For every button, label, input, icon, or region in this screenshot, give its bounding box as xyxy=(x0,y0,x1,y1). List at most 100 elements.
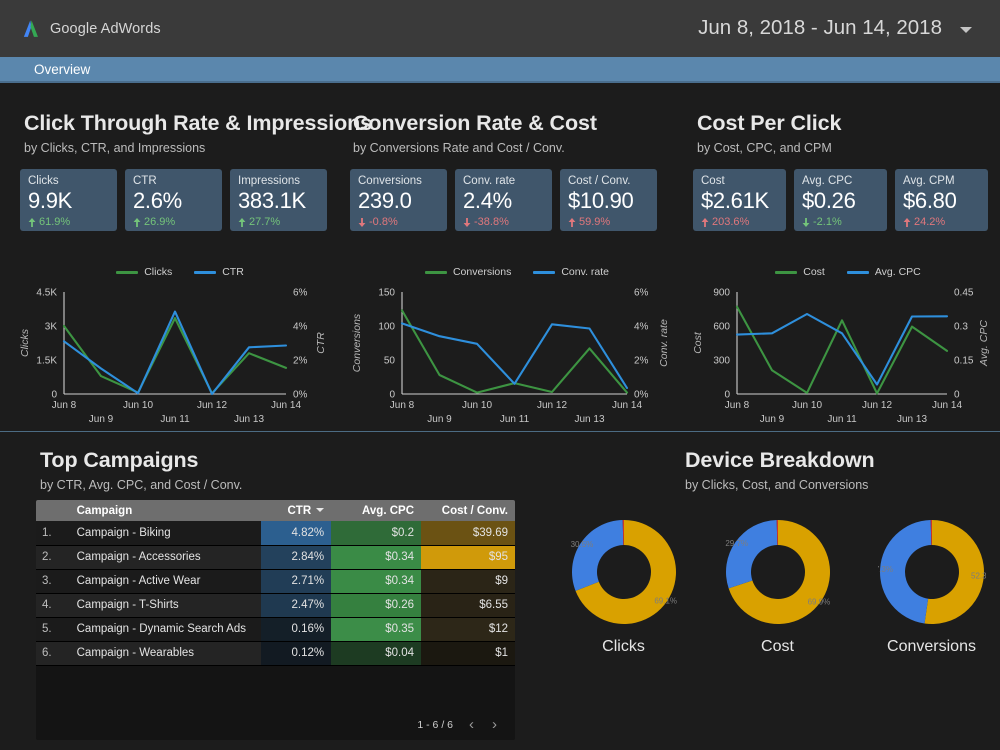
donut-slice-label: 52.3% xyxy=(971,572,986,581)
scorecard-avg-cpm[interactable]: Avg. CPM $6.80 24.2% xyxy=(895,169,988,231)
table-row[interactable]: 2. Campaign - Accessories 2.84% $0.34 $95 xyxy=(36,545,515,570)
cell-ctr: 2.84% xyxy=(260,545,332,570)
scorecard-conv-rate[interactable]: Conv. rate 2.4% -38.8% xyxy=(455,169,552,231)
scorecard-clicks[interactable]: Clicks 9.9K 61.9% xyxy=(20,169,117,231)
svg-text:0.45: 0.45 xyxy=(954,288,974,299)
pagination-range: 1 - 6 / 6 xyxy=(417,718,453,731)
scorecard-delta: 203.6% xyxy=(701,216,786,228)
svg-text:Jun 9: Jun 9 xyxy=(89,414,114,425)
svg-text:3K: 3K xyxy=(45,322,58,333)
donut-svg: 52.3% 47.3% xyxy=(878,520,986,624)
donut-label: Clicks xyxy=(602,638,645,655)
date-range-selector[interactable]: Jun 8, 2018 - Jun 14, 2018 xyxy=(698,16,942,39)
panel-subtitle: by CTR, Avg. CPC, and Cost / Conv. xyxy=(40,478,243,492)
donut-slice-red xyxy=(776,520,778,546)
donut-slice-blue xyxy=(571,520,623,591)
cell-ctr: 2.71% xyxy=(260,569,332,594)
donut-chart-clicks[interactable]: 69.1% 30.5% Clicks xyxy=(570,518,678,656)
svg-text:4%: 4% xyxy=(293,322,308,333)
cell-cost-conv: $12 xyxy=(421,617,515,642)
donut-chart-cost[interactable]: 69.9% 29.7% Cost xyxy=(724,518,832,656)
table-row[interactable]: 6. Campaign - Wearables 0.12% $0.04 $1 xyxy=(36,641,515,666)
legend-label: CTR xyxy=(222,266,244,278)
scorecard-value: $2.61K xyxy=(701,188,769,213)
sort-desc-icon[interactable] xyxy=(316,507,325,512)
svg-text:0%: 0% xyxy=(293,390,308,401)
arrow-down-icon xyxy=(358,217,366,227)
scorecard-impressions[interactable]: Impressions 383.1K 27.7% xyxy=(230,169,327,231)
arrow-up-icon xyxy=(238,217,246,227)
table-row[interactable]: 5. Campaign - Dynamic Search Ads 0.16% $0.3… xyxy=(36,617,515,642)
donut-chart-group: 69.1% 30.5% Clicks 69.9% 29.7% Cost 52.3% 47.3%… xyxy=(555,518,1000,656)
legend-item-conversions[interactable]: Conversions xyxy=(424,266,511,278)
scorecard-cost[interactable]: Cost $2.61K 203.6% xyxy=(693,169,786,231)
scorecard-label: Conversions xyxy=(358,175,422,187)
line-chart-svg: 0 300 600 900 Cost 0 0.15 0.3 0.45 Avg. CPC Jun 8 J… xyxy=(692,288,990,426)
panel-title: Conversion Rate & Cost xyxy=(353,111,597,135)
scorecard-ctr[interactable]: CTR 2.6% 26.9% xyxy=(125,169,222,231)
svg-text:Cost: Cost xyxy=(692,331,704,354)
svg-text:2%: 2% xyxy=(634,356,649,367)
cell-cost-conv: $6.55 xyxy=(421,593,515,618)
scorecard-delta: -38.8% xyxy=(463,216,552,228)
svg-text:Jun 10: Jun 10 xyxy=(792,400,822,411)
scorecard-delta-value: 26.9% xyxy=(144,216,176,228)
arrow-up-icon xyxy=(568,217,576,227)
scorecard-delta: 61.9% xyxy=(28,216,117,228)
cell-campaign: Campaign - T-Shirts xyxy=(66,593,261,618)
donut-slice-gold xyxy=(924,520,984,624)
svg-text:100: 100 xyxy=(378,322,395,333)
legend-item-ctr[interactable]: CTR xyxy=(194,266,244,278)
line-chart-svg: 0 1.5K 3K 4.5K Clicks 0% 2% 4% 6% CTR Jun 8 Jun 9 Ju… xyxy=(19,288,327,426)
scorecard-cost-per-conv[interactable]: Cost / Conv. $10.90 59.9% xyxy=(560,169,657,231)
table-row[interactable]: 1. Campaign - Biking 4.82% $0.2 $39.69 xyxy=(36,521,515,546)
legend-swatch xyxy=(116,270,139,274)
svg-text:0.15: 0.15 xyxy=(954,356,974,367)
chevron-right-icon[interactable]: › xyxy=(492,716,497,733)
column-header-cost-conv[interactable]: Cost / Conv. xyxy=(421,500,515,521)
brand-name: Google AdWords xyxy=(50,20,161,37)
column-header-campaign[interactable]: Campaign xyxy=(66,500,261,521)
section-divider xyxy=(0,431,1000,432)
chart-legend: Cost Avg. CPC xyxy=(699,266,997,278)
column-header-ctr[interactable]: CTR xyxy=(260,500,332,521)
donut-slice-label: 47.3% xyxy=(878,565,893,574)
scorecard-delta: 26.9% xyxy=(133,216,222,228)
legend-item-conv-rate[interactable]: Conv. rate xyxy=(533,266,609,278)
panel-conversion-cost: Conversion Rate & Cost by Conversions Ra… xyxy=(345,85,685,432)
legend-swatch xyxy=(533,270,556,274)
svg-text:0: 0 xyxy=(389,390,395,401)
scorecard-label: Avg. CPC xyxy=(802,175,853,187)
svg-text:Jun 9: Jun 9 xyxy=(760,414,785,425)
chevron-down-icon[interactable] xyxy=(960,27,972,33)
scorecard-label: CTR xyxy=(133,175,157,187)
table-row[interactable]: 3. Campaign - Active Wear 2.71% $0.34 $9 xyxy=(36,569,515,594)
legend-item-clicks[interactable]: Clicks xyxy=(116,266,172,278)
legend-item-avg-cpc[interactable]: Avg. CPC xyxy=(846,266,921,278)
cell-ctr: 4.82% xyxy=(260,521,332,546)
tab-overview[interactable]: Overview xyxy=(34,61,91,77)
donut-chart-conversions[interactable]: 52.3% 47.3% Conversions xyxy=(878,518,986,656)
top-metrics-row: Click Through Rate & Impressions by Clic… xyxy=(0,85,1000,432)
cell-campaign: Campaign - Active Wear xyxy=(66,569,261,594)
column-header-avg-cpc[interactable]: Avg. CPC xyxy=(331,500,422,521)
svg-text:Jun 8: Jun 8 xyxy=(725,400,750,411)
svg-text:Jun 12: Jun 12 xyxy=(537,400,567,411)
cell-index: 1. xyxy=(36,521,67,546)
scorecard-label: Clicks xyxy=(28,175,59,187)
column-header-index xyxy=(36,500,67,521)
scorecard-delta-value: -0.8% xyxy=(369,216,398,228)
panel-title: Top Campaigns xyxy=(40,448,199,472)
cell-cost-conv: $1 xyxy=(421,641,515,666)
svg-text:1.5K: 1.5K xyxy=(36,356,57,367)
cell-index: 3. xyxy=(36,569,67,594)
table-row[interactable]: 4. Campaign - T-Shirts 2.47% $0.26 $6.55 xyxy=(36,593,515,618)
cell-index: 6. xyxy=(36,641,67,666)
scorecard-avg-cpc[interactable]: Avg. CPC $0.26 -2.1% xyxy=(794,169,887,231)
chevron-left-icon[interactable]: ‹ xyxy=(469,716,474,733)
svg-text:Jun 13: Jun 13 xyxy=(897,414,927,425)
legend-item-cost[interactable]: Cost xyxy=(775,266,825,278)
svg-text:0%: 0% xyxy=(634,390,649,401)
scorecard-delta-value: 61.9% xyxy=(39,216,71,228)
scorecard-conversions[interactable]: Conversions 239.0 -0.8% xyxy=(350,169,447,231)
